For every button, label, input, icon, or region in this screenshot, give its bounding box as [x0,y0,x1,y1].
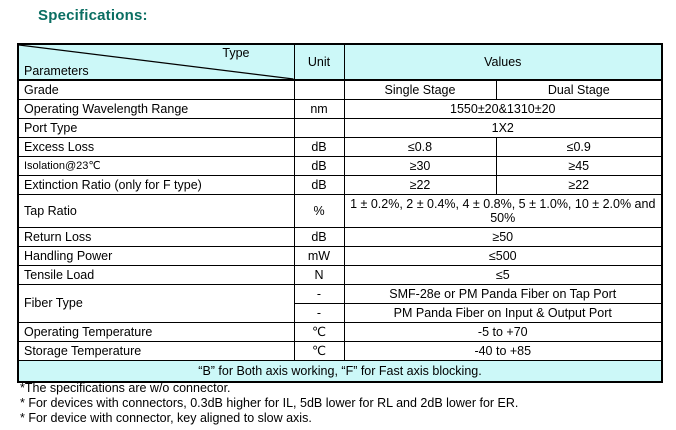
header-parameters-label: Parameters [24,63,89,78]
unit-cell: - [293,303,345,323]
header-cell-values: Values [343,43,663,81]
value-cell: ≥50 [343,227,663,247]
unit-cell: ℃ [293,341,345,361]
value-cell-dual: ≥45 [495,156,663,176]
table-row-operating-temperature: Operating Temperature ℃ -5 to +70 [17,322,663,342]
unit-cell [293,118,345,138]
value-cell-single: ≥30 [343,156,497,176]
value-cell-dual: ≤0.9 [495,137,663,157]
unit-cell: dB [293,227,345,247]
param-cell: Grade [17,79,295,100]
table-row-port-type: Port Type 1X2 [17,118,663,138]
value-cell: 1550±20&1310±20 [343,99,663,119]
value-cell-single: Single Stage [343,79,497,100]
table-row-excess-loss: Excess Loss dB ≤0.8 ≤0.9 [17,137,663,157]
unit-cell: dB [293,137,345,157]
unit-cell: - [293,284,345,304]
param-cell: Port Type [17,118,295,138]
header-cell-type-parameters: Type Parameters [17,43,295,81]
table-row-return-loss: Return Loss dB ≥50 [17,227,663,247]
specifications-table: Type Parameters Unit Values Grade Single… [17,43,664,383]
value-cell: ≤5 [343,265,663,285]
page-title: Specifications: [38,7,148,24]
param-cell: Isolation@23℃ [17,156,295,176]
footer-note-cell: “B” for Both axis working, “F” for Fast … [17,360,663,382]
unit-cell: dB [293,156,345,176]
diagonal-divider-line [19,45,291,78]
value-cell: 1X2 [343,118,663,138]
param-cell: Tensile Load [17,265,295,285]
table-row-extinction-ratio: Extinction Ratio (only for F type) dB ≥2… [17,175,663,195]
param-cell: Return Loss [17,227,295,247]
param-cell: Extinction Ratio (only for F type) [17,175,295,195]
param-cell: Fiber Type [17,284,295,323]
table-row-fiber-type-1: Fiber Type - SMF-28e or PM Panda Fiber o… [17,284,663,323]
table-header-row: Type Parameters Unit Values [17,43,663,81]
value-cell-single: ≥22 [343,175,497,195]
param-cell: Excess Loss [17,137,295,157]
unit-cell: mW [293,246,345,266]
value-cell-dual: ≥22 [495,175,663,195]
param-cell: Tap Ratio [17,194,295,228]
unit-cell: N [293,265,345,285]
value-cell-single: ≤0.8 [343,137,497,157]
footnote-1: *The specifications are w/o connector. [20,381,231,395]
param-cell: Handling Power [17,246,295,266]
value-cell: -40 to +85 [343,341,663,361]
value-cell-dual: Dual Stage [495,79,663,100]
table-row-grade: Grade Single Stage Dual Stage [17,79,663,100]
table-row-wavelength: Operating Wavelength Range nm 1550±20&13… [17,99,663,119]
value-cell: 1 ± 0.2%, 2 ± 0.4%, 4 ± 0.8%, 5 ± 1.0%, … [343,194,663,228]
table-row-fiber-type-2: - PM Panda Fiber on Input & Output Port [18,303,663,323]
header-type-label: Type [222,46,250,60]
footnote-3: * For device with connector, key aligned… [20,411,312,425]
footnote-2: * For devices with connectors, 0.3dB hig… [20,396,519,410]
header-cell-unit: Unit [293,43,345,81]
param-cell: Operating Temperature [17,322,295,342]
table-footer-row: “B” for Both axis working, “F” for Fast … [17,360,663,382]
table-row-handling-power: Handling Power mW ≤500 [17,246,663,266]
unit-cell: ℃ [293,322,345,342]
value-cell: ≤500 [343,246,663,266]
value-cell: -5 to +70 [343,322,663,342]
value-cell: PM Panda Fiber on Input & Output Port [343,303,663,323]
footnotes: *The specifications are w/o connector. *… [20,381,660,426]
unit-cell: nm [293,99,345,119]
table-row-tensile-load: Tensile Load N ≤5 [17,265,663,285]
table-row-tap-ratio: Tap Ratio % 1 ± 0.2%, 2 ± 0.4%, 4 ± 0.8%… [17,194,663,228]
param-cell: Operating Wavelength Range [17,99,295,119]
unit-cell: dB [293,175,345,195]
param-cell: Storage Temperature [17,341,295,361]
table-row-storage-temperature: Storage Temperature ℃ -40 to +85 [17,341,663,361]
value-cell: SMF-28e or PM Panda Fiber on Tap Port [343,284,663,304]
table-row-isolation: Isolation@23℃ dB ≥30 ≥45 [17,156,663,176]
unit-cell: % [293,194,345,228]
unit-cell [293,79,345,100]
